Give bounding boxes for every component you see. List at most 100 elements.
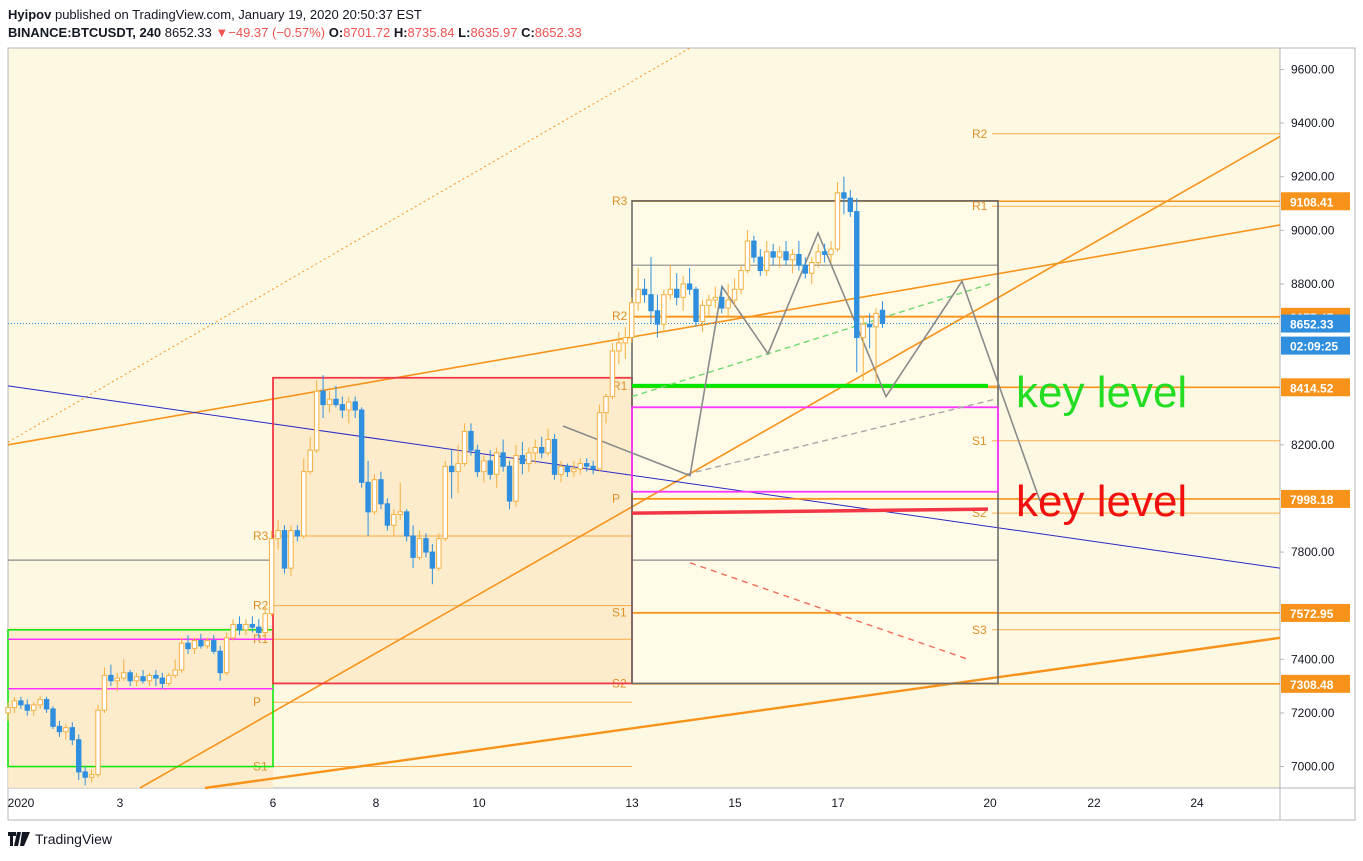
- y-tick-label: 7200.00: [1291, 706, 1335, 720]
- candle-body: [796, 253, 802, 266]
- candle-body: [24, 704, 30, 711]
- candle-body: [802, 264, 809, 274]
- price-label: 7998.18: [1290, 493, 1334, 507]
- grey-dashed-projection: [685, 398, 996, 475]
- price-label: 7572.95: [1290, 607, 1334, 621]
- dotted-trendline: [7, 47, 691, 443]
- candle-body: [69, 727, 75, 741]
- candle-body: [275, 530, 281, 540]
- candle-body: [101, 674, 108, 711]
- week3-range-fill: [632, 200, 998, 684]
- candle-body: [635, 288, 641, 304]
- x-tick-label: 24: [1190, 796, 1204, 810]
- candle-body: [757, 256, 764, 272]
- tradingview-brand[interactable]: TradingView: [35, 831, 113, 847]
- candle-body: [584, 463, 590, 467]
- x-tick-label: 6: [270, 796, 277, 810]
- candle-body: [532, 446, 538, 454]
- close-label: C:: [521, 25, 535, 40]
- candle-body: [616, 342, 622, 352]
- pivot-w2-label-R3: R3: [612, 194, 628, 208]
- symbol-label: BINANCE:BTCUSDT, 240: [8, 25, 162, 40]
- candle-body: [378, 479, 384, 505]
- candle-body: [809, 261, 815, 274]
- candle-body: [63, 727, 69, 733]
- x-tick-label: 3: [117, 796, 124, 810]
- candle-body: [230, 623, 236, 639]
- price-label-box: [1281, 674, 1350, 693]
- y-tick-label: 8200.00: [1291, 438, 1335, 452]
- candle-body: [153, 674, 159, 679]
- candle-body: [545, 438, 551, 454]
- candle-body: [461, 430, 468, 465]
- y-tick-label: 9200.00: [1291, 170, 1335, 184]
- candle-body: [674, 288, 680, 298]
- x-tick-label: 15: [728, 796, 742, 810]
- author-name[interactable]: Hyipov: [8, 7, 52, 22]
- y-tick-label: 7800.00: [1291, 545, 1335, 559]
- candle-body: [448, 465, 455, 473]
- candle-body: [288, 530, 294, 569]
- candle-body: [776, 251, 783, 258]
- candle-body: [346, 401, 352, 411]
- candle-body: [198, 640, 204, 647]
- lower-trendline: [204, 636, 1281, 790]
- candle-body: [294, 530, 301, 537]
- open-value: 8701.72: [343, 25, 391, 40]
- symbol-info-bar: BINANCE:BTCUSDT, 240 8652.33 ▼−49.37 (−0…: [8, 25, 582, 40]
- price-label-box: [1281, 192, 1350, 211]
- price-change: −49.37 (−0.57%): [228, 25, 326, 40]
- candle-body: [571, 468, 577, 473]
- price-label: 02:09:25: [1290, 340, 1338, 354]
- candle-body: [648, 294, 654, 312]
- pivot-w2-label-P: P: [612, 491, 620, 505]
- candle-body: [590, 465, 596, 470]
- candle-body: [834, 192, 841, 250]
- candle-body: [751, 240, 757, 258]
- pivot-w2-label-R1: R1: [612, 379, 628, 393]
- y-tick-label: 9000.00: [1291, 223, 1335, 237]
- candle-body: [866, 323, 873, 328]
- pivot-w3-label-R2: R2: [972, 127, 988, 141]
- candle-body: [256, 626, 262, 633]
- price-label-box: [1281, 314, 1350, 333]
- candle-body: [481, 460, 487, 473]
- candle-body: [365, 481, 371, 513]
- price-label-box: [1281, 378, 1350, 397]
- candle-body: [860, 323, 866, 339]
- footer: TradingView: [8, 831, 112, 847]
- x-tick-label: 17: [831, 796, 845, 810]
- pivot-w3-label-S3: S3: [972, 623, 987, 637]
- candle-body: [11, 700, 18, 709]
- key-level-annotation-2: key level: [1016, 477, 1187, 526]
- candle-body: [31, 704, 37, 711]
- y-tick-label: 7400.00: [1291, 652, 1335, 666]
- down-arrow-icon: ▼: [215, 25, 229, 40]
- candle-body: [654, 310, 661, 325]
- tradingview-logo-icon[interactable]: [8, 832, 30, 846]
- candle-body: [352, 401, 358, 411]
- pivot-w2-label-R2: R2: [612, 309, 628, 323]
- red-dashed-projection: [689, 562, 969, 660]
- published-text: published on TradingView.com, January 19…: [54, 7, 422, 22]
- candle-body: [191, 640, 198, 650]
- x-tick-label: 8: [373, 796, 380, 810]
- green-dashed-projection: [631, 283, 991, 398]
- candle-body: [37, 699, 43, 706]
- candle-body: [307, 449, 313, 473]
- candle-body: [879, 309, 886, 325]
- candle-body: [661, 294, 667, 325]
- candle-body: [783, 251, 789, 261]
- candle-body: [249, 623, 256, 628]
- y-tick-label: 9400.00: [1291, 116, 1335, 130]
- price-label-box: [1281, 489, 1350, 508]
- candle-body: [185, 642, 191, 650]
- candle-body: [301, 471, 307, 537]
- candle-body: [339, 404, 346, 411]
- candle-body: [403, 511, 410, 537]
- candle-body: [217, 650, 223, 674]
- price-label-box: [1281, 336, 1350, 355]
- middle-trendline: [139, 135, 1281, 789]
- candle-body: [699, 304, 706, 322]
